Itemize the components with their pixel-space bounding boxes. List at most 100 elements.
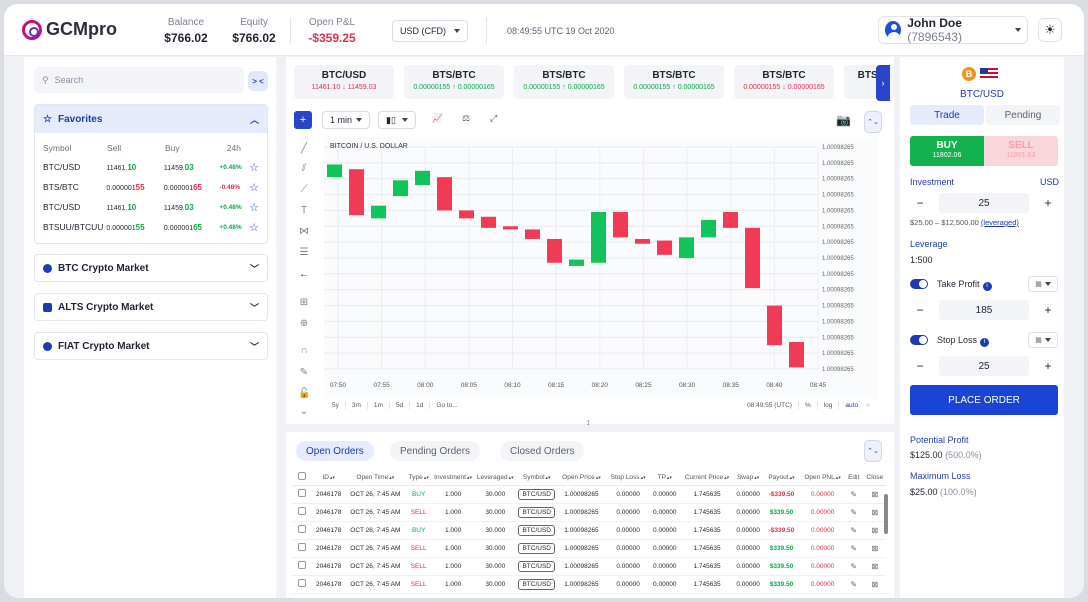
increase-button[interactable]: + (1044, 303, 1052, 317)
increase-button[interactable]: + (1044, 196, 1052, 210)
candle[interactable] (525, 229, 540, 239)
settings-icon[interactable]: ○ (866, 401, 870, 409)
scroll-right-button[interactable]: › (876, 65, 890, 101)
take-profit-mode-select[interactable]: ▦ (1028, 276, 1058, 292)
candle[interactable] (591, 212, 606, 263)
pair-ticker[interactable]: BTC/USD 11461.10 ↓ 11459.03 (294, 65, 394, 99)
col-header[interactable]: Swap▴▾ (734, 470, 762, 486)
interval-select[interactable]: 1 min (322, 111, 370, 129)
decrease-button[interactable]: − (916, 303, 924, 317)
col-header[interactable]: Current Price▴▾ (679, 470, 735, 486)
candle[interactable] (459, 210, 474, 219)
account-type-select[interactable]: USD (CFD) (392, 20, 468, 42)
row-checkbox[interactable] (298, 489, 306, 497)
candle[interactable] (569, 259, 584, 266)
col-header[interactable]: Stop Loss▴▾ (605, 470, 651, 486)
investment-field[interactable]: 25 (939, 193, 1029, 213)
close-icon[interactable]: ⊠ (871, 507, 879, 517)
arrow-left-icon[interactable]: ← (299, 269, 309, 280)
select-all-checkbox[interactable] (298, 472, 306, 481)
star-icon[interactable]: ☆ (249, 221, 260, 234)
close-icon[interactable]: ⊠ (871, 525, 879, 535)
col-header[interactable]: Edit (843, 470, 864, 486)
edit-icon[interactable]: ✎ (850, 543, 858, 553)
decrease-button[interactable]: − (916, 196, 924, 210)
resize-handle-icon[interactable]: ↕ (586, 417, 591, 427)
fiat-market-panel[interactable]: FIAT Crypto Market ﹀ (34, 332, 268, 360)
candle[interactable] (437, 177, 452, 211)
candle[interactable] (349, 169, 364, 216)
candle[interactable] (613, 212, 628, 238)
crosshair-tool-button[interactable]: + (294, 111, 312, 129)
magnet-icon[interactable]: ∩ (300, 345, 308, 356)
alts-market-panel[interactable]: ALTS Crypto Market ﹀ (34, 293, 268, 321)
chart-type-select[interactable]: ▮▯ (378, 111, 416, 129)
fullscreen-icon[interactable]: ⤢ (490, 113, 498, 123)
take-profit-field[interactable]: 185 (939, 300, 1029, 320)
favorite-row[interactable]: BTS/BTC 0.00000155 0.00000165 -0.48% ☆ (35, 177, 267, 197)
buy-button[interactable]: BUY 11802.06 (910, 136, 984, 166)
stop-loss-mode-select[interactable]: ▦ (1028, 332, 1058, 348)
measure-icon[interactable]: ⊞ (299, 297, 309, 308)
trend-line-icon[interactable]: ╱ (300, 143, 308, 154)
candle[interactable] (635, 238, 650, 244)
info-icon[interactable]: i (980, 338, 990, 347)
fib-icon[interactable]: ☰ (299, 247, 309, 258)
text-icon[interactable]: T (300, 205, 308, 216)
parallel-lines-icon[interactable]: ⫽ (301, 163, 307, 174)
row-checkbox[interactable] (298, 507, 306, 515)
col-header[interactable]: ID▴▾ (312, 470, 346, 486)
star-icon[interactable]: ☆ (249, 201, 260, 214)
pattern-icon[interactable]: ⋈ (299, 226, 309, 237)
zoom-icon[interactable]: ⊕ (299, 318, 309, 329)
period-5d[interactable]: 5d (390, 401, 411, 409)
tab-pending[interactable]: Pending (986, 105, 1060, 125)
candle[interactable] (393, 180, 408, 197)
star-icon[interactable]: ☆ (249, 161, 260, 174)
col-header[interactable]: Type▴▾ (405, 470, 432, 486)
favorite-row[interactable]: BTSUU/BTCUU 0.00000155 0.00000165 +0.48% ☆ (35, 217, 267, 237)
pair-ticker[interactable]: BTS/BTC 0.00000155 ↑ 0.00000165 (514, 65, 614, 99)
decrease-button[interactable]: − (916, 359, 924, 373)
period-1m[interactable]: 1m (368, 401, 390, 409)
auto-toggle[interactable]: auto (845, 401, 859, 409)
log-toggle[interactable]: log (818, 401, 840, 409)
row-checkbox[interactable] (298, 525, 306, 533)
candle[interactable] (679, 237, 694, 258)
candle[interactable] (327, 164, 342, 178)
candle[interactable] (745, 227, 760, 289)
chevron-down-icon[interactable]: ⌄ (299, 406, 309, 417)
close-icon[interactable]: ⊠ (871, 489, 879, 499)
leveraged-link[interactable]: (leveraged) (980, 218, 1019, 227)
pair-ticker[interactable]: BTS/BTC 0.00000155 ↑ 0.00000165 (624, 65, 724, 99)
tab-open-orders[interactable]: Open Orders (296, 441, 374, 461)
candle[interactable] (481, 216, 496, 228)
scrollbar[interactable] (884, 494, 888, 534)
goto-button[interactable]: Go to... (436, 401, 458, 409)
sell-button[interactable]: SELL 11801.63 (984, 136, 1058, 166)
indicators-icon[interactable]: 📈 (432, 113, 444, 123)
candle[interactable] (371, 205, 386, 219)
pencil-lock-icon[interactable]: ✎ (299, 367, 309, 378)
close-icon[interactable]: ⊠ (871, 579, 879, 589)
price-chart[interactable]: 1.00098265 1.00098265 1.00098265 1.00098265… (324, 137, 878, 399)
place-order-button[interactable]: PLACE ORDER (910, 385, 1058, 415)
stop-loss-field[interactable]: 25 (939, 356, 1029, 376)
candle[interactable] (657, 240, 672, 255)
star-icon[interactable]: ☆ (249, 181, 260, 194)
stop-loss-toggle[interactable] (910, 335, 928, 345)
col-header[interactable]: Open Time▴▾ (345, 470, 406, 486)
period-1d[interactable]: 1d (410, 401, 431, 409)
user-menu[interactable]: John Doe (7896543) (878, 16, 1028, 44)
period-3m[interactable]: 3m (346, 401, 368, 409)
theme-toggle-button[interactable]: ☀ (1038, 18, 1062, 42)
col-header[interactable]: Investment▴▾ (431, 470, 475, 486)
collapse-sidebar-button[interactable]: > < (248, 71, 268, 91)
col-header[interactable]: Symbol▴▾ (516, 470, 558, 486)
btc-market-panel[interactable]: BTC Crypto Market ﹀ (34, 254, 268, 282)
candle[interactable] (503, 226, 518, 230)
candle[interactable] (789, 342, 804, 368)
pair-ticker[interactable]: BTS/BTC 0.00000155 ↓ 0.00000165 (734, 65, 834, 99)
edit-icon[interactable]: ✎ (850, 579, 858, 589)
candle[interactable] (767, 305, 782, 346)
